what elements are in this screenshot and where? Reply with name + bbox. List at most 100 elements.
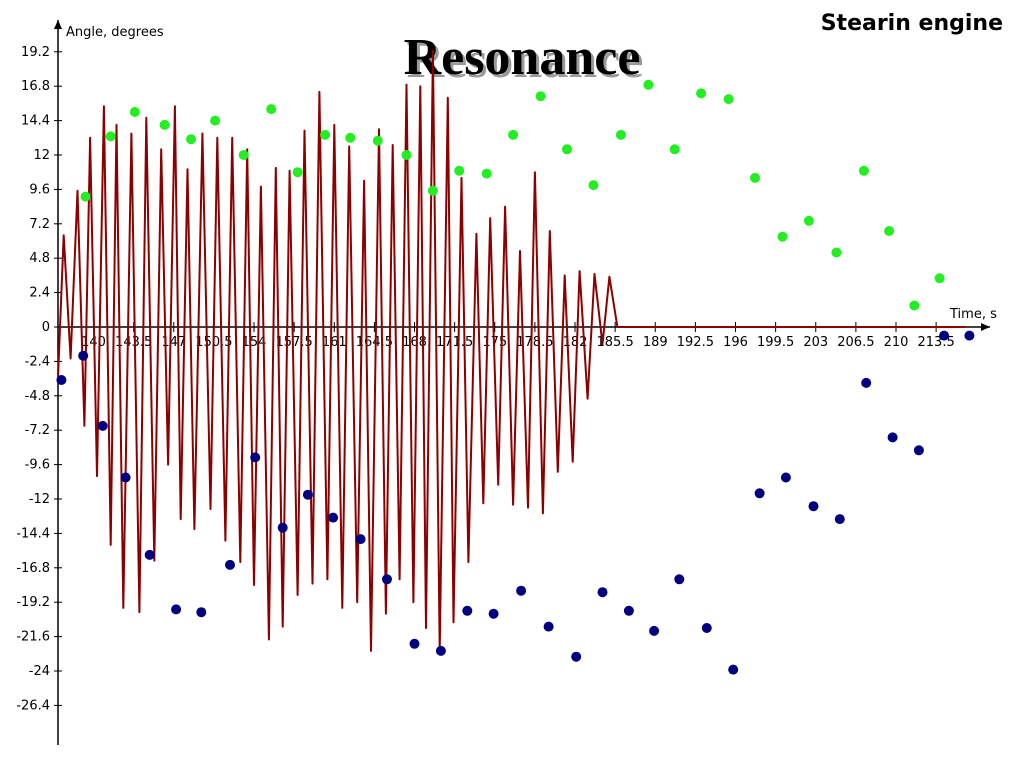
maximum-point <box>320 129 331 140</box>
y-tick-label: -7.2 <box>25 423 50 438</box>
maximum-point <box>934 273 945 284</box>
minimum-point <box>355 534 366 545</box>
y-tick-label: 19.2 <box>21 45 50 60</box>
maximum-point <box>803 215 814 226</box>
maximum-point <box>858 165 869 176</box>
maximum-point <box>159 119 170 130</box>
minimum-point <box>964 330 975 341</box>
maximum-point <box>696 88 707 99</box>
maximum-point <box>588 180 599 191</box>
y-tick-label: 14.4 <box>21 114 50 129</box>
x-tick-label: 147 <box>161 335 186 350</box>
x-tick-label: 210 <box>884 335 909 350</box>
y-tick-label: -14.4 <box>16 526 50 541</box>
maximum-point <box>292 167 303 178</box>
x-tick-label: 203 <box>803 335 828 350</box>
y-tick-label: 9.6 <box>29 182 50 197</box>
maximum-point <box>508 129 519 140</box>
x-tick-label: 168 <box>402 335 427 350</box>
minimum-point <box>488 608 499 619</box>
x-tick-label: 157.5 <box>276 335 313 350</box>
y-tick-label: -2.4 <box>25 354 50 369</box>
minimum-point <box>808 501 819 512</box>
maximum-point <box>129 107 140 117</box>
chart-title-shadowless: Resonance <box>404 29 641 86</box>
subtitle-right: Stearin engine <box>821 11 1003 36</box>
x-tick-label: 196 <box>723 335 748 350</box>
minimum-point <box>382 574 392 585</box>
y-tick-label: 2.4 <box>29 286 50 301</box>
x-tick-label: 185.5 <box>597 335 634 350</box>
minimum-point <box>171 604 182 615</box>
minimum-point <box>225 559 235 570</box>
x-tick-label: 164.5 <box>356 335 393 350</box>
maximum-point <box>454 165 465 176</box>
x-tick-label: 161 <box>322 335 347 350</box>
maximum-point <box>238 150 249 160</box>
y-tick-label: -12 <box>29 492 50 507</box>
maximum-point <box>884 226 895 236</box>
minimum-point <box>196 607 207 618</box>
minimum-point <box>144 549 155 560</box>
minimum-point <box>754 488 765 499</box>
x-tick-label: 206.5 <box>837 335 874 350</box>
minimum-point <box>834 514 845 525</box>
y-tick-label: 7.2 <box>29 217 50 232</box>
minimum-point <box>728 664 739 675</box>
maximum-point <box>186 134 196 145</box>
x-tick-label: 178.5 <box>516 335 553 350</box>
maximum-point <box>105 131 116 142</box>
minimum-point <box>887 432 898 443</box>
y-tick-label: -24 <box>29 664 50 679</box>
maximum-point <box>669 144 680 155</box>
minimum-point <box>516 585 527 596</box>
angle-trace-line <box>57 49 965 652</box>
x-tick-label: 171.5 <box>436 335 473 350</box>
minimum-point <box>120 472 131 483</box>
minimum-point <box>861 377 872 388</box>
minimum-point <box>409 638 420 649</box>
y-tick-label: -21.6 <box>16 630 50 645</box>
minimum-point <box>649 625 660 636</box>
maximum-point <box>481 168 492 179</box>
minimum-point <box>623 605 634 616</box>
minimum-point <box>435 645 446 656</box>
maximum-point <box>562 144 572 155</box>
y-tick-label: -9.6 <box>25 458 50 473</box>
y-tick-label: -16.8 <box>16 561 50 576</box>
maximum-point <box>372 135 383 146</box>
minimum-point <box>780 472 791 483</box>
y-tick-label: 16.8 <box>21 79 50 94</box>
maximum-point <box>535 91 546 102</box>
y-tick-label: 0 <box>42 320 50 335</box>
plot-area <box>56 49 975 675</box>
minimum-point <box>250 452 261 463</box>
x-axis-arrow <box>981 323 990 331</box>
maximum-point <box>345 132 356 143</box>
maximum-point <box>723 94 734 105</box>
maximum-point <box>401 150 412 160</box>
minimum-point <box>674 574 685 585</box>
maximum-point <box>266 104 277 115</box>
minimum-point <box>543 621 554 632</box>
y-tick-label: -19.2 <box>16 595 50 610</box>
y-tick-label: 4.8 <box>29 251 50 266</box>
minimum-point <box>78 350 89 361</box>
x-tick-label: 213.5 <box>918 335 955 350</box>
minimum-point <box>939 330 950 341</box>
maximum-point <box>831 247 842 258</box>
chart-title: Resonance <box>407 32 644 89</box>
maximum-point <box>909 300 920 311</box>
minimum-point <box>277 522 288 533</box>
y-tick-label: -4.8 <box>25 389 50 404</box>
maximum-point <box>750 172 760 183</box>
y-axis-title: Angle, degrees <box>66 25 164 40</box>
minimum-point <box>571 651 582 662</box>
axes <box>54 20 990 745</box>
maximum-point <box>643 79 654 90</box>
x-tick-label: 199.5 <box>757 335 794 350</box>
x-tick-label: 154 <box>242 335 267 350</box>
maximum-point <box>210 115 221 126</box>
x-tick-label: 182 <box>563 335 588 350</box>
